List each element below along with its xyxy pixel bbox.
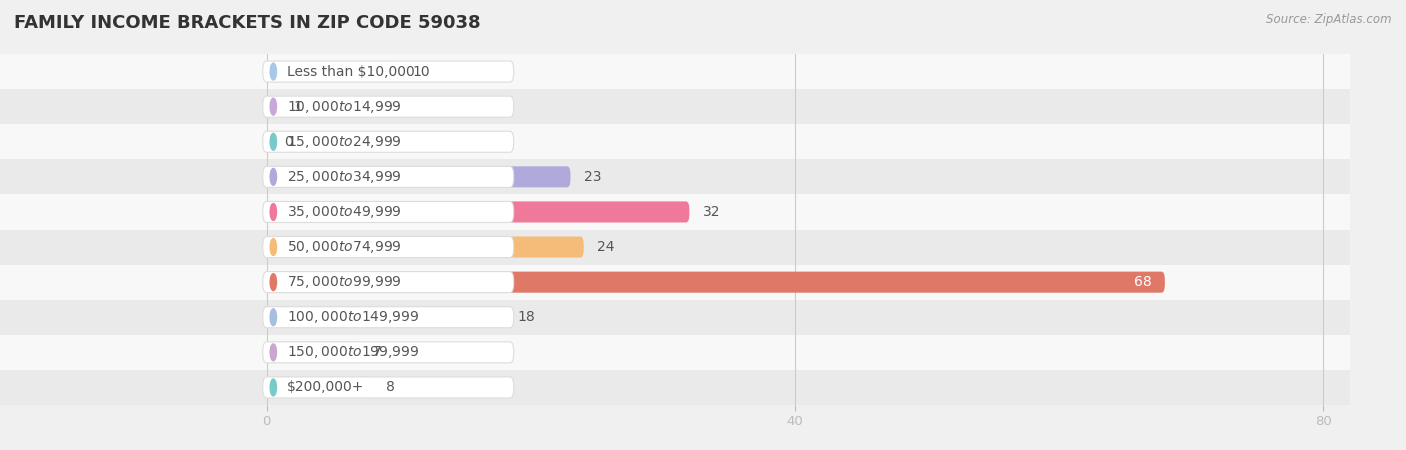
Bar bbox=[0, 124, 260, 159]
Text: $10,000 to $14,999: $10,000 to $14,999 bbox=[287, 99, 401, 115]
FancyBboxPatch shape bbox=[267, 166, 571, 187]
Text: 68: 68 bbox=[1133, 275, 1152, 289]
Bar bbox=[0, 194, 260, 230]
Circle shape bbox=[270, 238, 277, 256]
Bar bbox=[0, 335, 260, 370]
Text: Source: ZipAtlas.com: Source: ZipAtlas.com bbox=[1267, 14, 1392, 27]
Bar bbox=[0, 54, 260, 89]
FancyBboxPatch shape bbox=[267, 272, 1164, 292]
Text: $75,000 to $99,999: $75,000 to $99,999 bbox=[287, 274, 401, 290]
Text: Less than $10,000: Less than $10,000 bbox=[287, 64, 415, 79]
Bar bbox=[0, 230, 260, 265]
Bar bbox=[260, 124, 1350, 159]
FancyBboxPatch shape bbox=[263, 377, 513, 398]
FancyBboxPatch shape bbox=[267, 377, 373, 398]
Bar bbox=[260, 230, 1350, 265]
Text: $25,000 to $34,999: $25,000 to $34,999 bbox=[287, 169, 401, 185]
FancyBboxPatch shape bbox=[263, 131, 513, 152]
Circle shape bbox=[270, 344, 277, 361]
FancyBboxPatch shape bbox=[263, 96, 513, 117]
Text: $15,000 to $24,999: $15,000 to $24,999 bbox=[287, 134, 401, 150]
Circle shape bbox=[270, 309, 277, 326]
Text: $35,000 to $49,999: $35,000 to $49,999 bbox=[287, 204, 401, 220]
FancyBboxPatch shape bbox=[263, 166, 513, 187]
FancyBboxPatch shape bbox=[267, 96, 280, 117]
FancyBboxPatch shape bbox=[267, 342, 359, 363]
Bar bbox=[260, 265, 1350, 300]
Text: 1: 1 bbox=[292, 99, 302, 114]
Bar bbox=[260, 194, 1350, 230]
Text: FAMILY INCOME BRACKETS IN ZIP CODE 59038: FAMILY INCOME BRACKETS IN ZIP CODE 59038 bbox=[14, 14, 481, 32]
FancyBboxPatch shape bbox=[267, 61, 399, 82]
Text: $50,000 to $74,999: $50,000 to $74,999 bbox=[287, 239, 401, 255]
Bar bbox=[260, 335, 1350, 370]
Bar bbox=[0, 89, 260, 124]
FancyBboxPatch shape bbox=[267, 202, 689, 222]
Circle shape bbox=[270, 168, 277, 185]
Bar bbox=[260, 54, 1350, 89]
Circle shape bbox=[270, 98, 277, 115]
Text: 23: 23 bbox=[583, 170, 602, 184]
Text: 10: 10 bbox=[412, 64, 430, 79]
FancyBboxPatch shape bbox=[263, 202, 513, 222]
Bar bbox=[260, 300, 1350, 335]
FancyBboxPatch shape bbox=[263, 237, 513, 257]
Circle shape bbox=[270, 133, 277, 150]
FancyBboxPatch shape bbox=[267, 237, 583, 257]
FancyBboxPatch shape bbox=[263, 61, 513, 82]
Bar bbox=[0, 159, 260, 194]
Bar bbox=[0, 265, 260, 300]
FancyBboxPatch shape bbox=[263, 342, 513, 363]
Text: 18: 18 bbox=[517, 310, 536, 324]
Text: $150,000 to $199,999: $150,000 to $199,999 bbox=[287, 344, 419, 360]
Circle shape bbox=[270, 274, 277, 291]
Text: 24: 24 bbox=[598, 240, 614, 254]
FancyBboxPatch shape bbox=[263, 307, 513, 328]
Circle shape bbox=[270, 63, 277, 80]
Bar bbox=[260, 89, 1350, 124]
Bar bbox=[260, 159, 1350, 194]
Text: 8: 8 bbox=[385, 380, 395, 395]
Text: 0: 0 bbox=[284, 135, 292, 149]
Bar bbox=[0, 370, 260, 405]
Text: $100,000 to $149,999: $100,000 to $149,999 bbox=[287, 309, 419, 325]
Circle shape bbox=[270, 203, 277, 220]
Bar bbox=[0, 300, 260, 335]
Circle shape bbox=[270, 379, 277, 396]
Bar bbox=[260, 370, 1350, 405]
Text: 32: 32 bbox=[703, 205, 720, 219]
FancyBboxPatch shape bbox=[263, 272, 513, 292]
FancyBboxPatch shape bbox=[267, 131, 271, 152]
Text: $200,000+: $200,000+ bbox=[287, 380, 364, 395]
FancyBboxPatch shape bbox=[267, 307, 505, 328]
Text: 7: 7 bbox=[373, 345, 381, 360]
